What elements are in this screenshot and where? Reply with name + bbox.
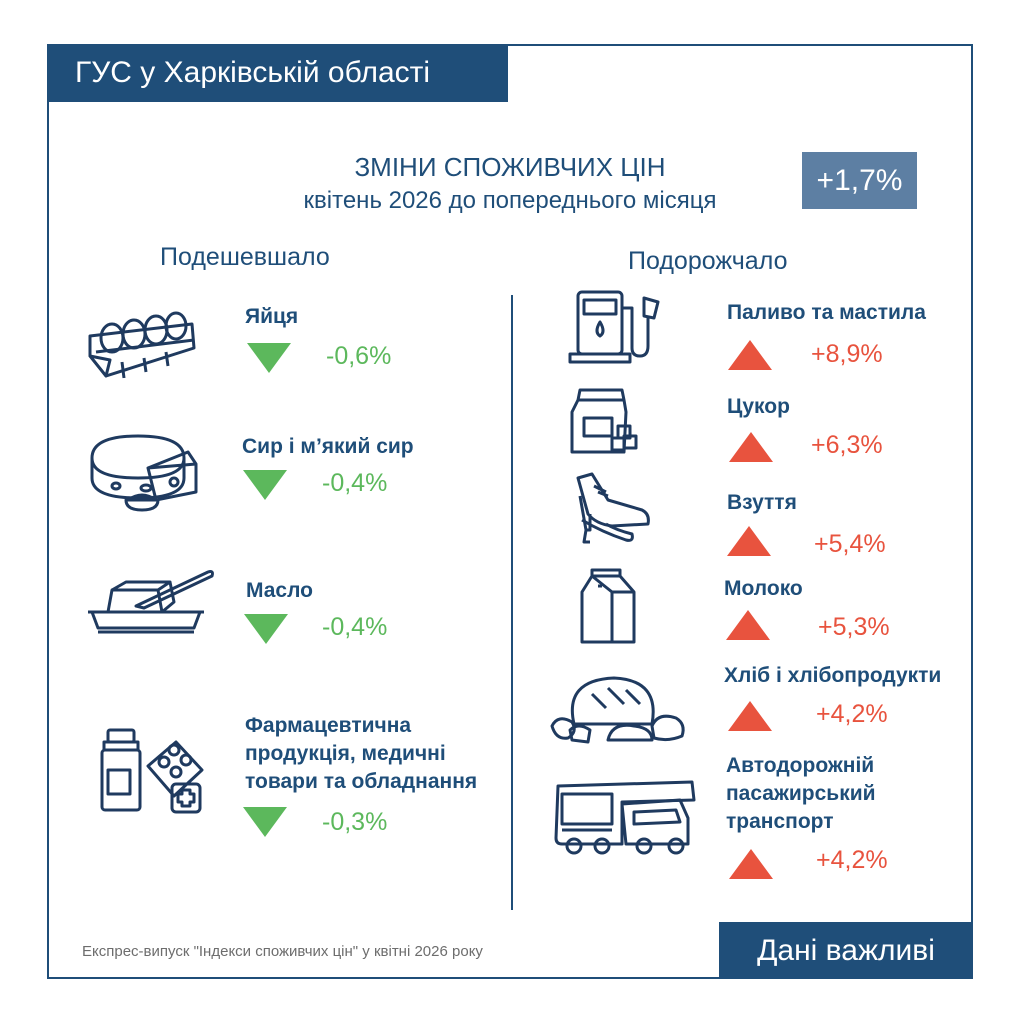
item-label-cheese: Сир і м’який сир bbox=[242, 435, 414, 458]
item-label-pharmacy: Фармацевтична продукція, медичні товари … bbox=[245, 712, 477, 796]
butter-icon bbox=[88, 570, 214, 634]
increase-arrow-icon bbox=[728, 340, 772, 370]
cheaper-heading: Подешевшало bbox=[160, 243, 330, 271]
eggs-icon bbox=[88, 311, 196, 379]
item-label-line: продукція, медичні bbox=[245, 742, 446, 765]
header-org-tag: ГУС у Харківській області bbox=[47, 44, 508, 102]
footer-tag: Дані важливі bbox=[719, 922, 973, 979]
item-label-line: пасажирський bbox=[726, 782, 876, 805]
item-label-bread: Хліб і хлібопродукти bbox=[724, 664, 942, 687]
item-value-bus: +4,2% bbox=[816, 846, 888, 874]
item-label-shoes: Взуття bbox=[727, 491, 797, 514]
increase-arrow-icon bbox=[726, 610, 770, 640]
page-subtitle: квітень 2026 до попереднього місяця bbox=[303, 187, 717, 214]
milk-carton-icon bbox=[580, 568, 636, 644]
infographic-frame bbox=[47, 44, 973, 979]
item-label-fuel: Паливо та мастила bbox=[727, 301, 926, 324]
item-label-line: транспорт bbox=[726, 810, 834, 833]
page-title: ЗМІНИ СПОЖИВЧИХ ЦІН bbox=[354, 152, 666, 182]
item-value-sugar: +6,3% bbox=[811, 431, 883, 459]
decrease-arrow-icon bbox=[243, 470, 287, 500]
column-divider bbox=[511, 295, 513, 910]
cheese-icon bbox=[90, 434, 198, 512]
increase-arrow-icon bbox=[729, 432, 773, 462]
increase-arrow-icon bbox=[727, 526, 771, 556]
item-label-bus: Автодорожній пасажирський транспорт bbox=[726, 752, 876, 836]
title-block: ЗМІНИ СПОЖИВЧИХ ЦІН квітень 2026 до попе… bbox=[200, 150, 820, 218]
bread-icon bbox=[550, 676, 685, 744]
item-label-sugar: Цукор bbox=[727, 395, 790, 418]
item-label-milk: Молоко bbox=[724, 577, 803, 600]
item-label-line: Фармацевтична bbox=[245, 714, 412, 737]
pricier-heading: Подорожчало bbox=[628, 247, 788, 275]
item-value-eggs: -0,6% bbox=[326, 342, 392, 370]
shoes-icon bbox=[576, 472, 650, 544]
decrease-arrow-icon bbox=[244, 614, 288, 644]
item-value-butter: -0,4% bbox=[322, 613, 388, 641]
item-label-line: товари та обладнання bbox=[245, 770, 478, 793]
total-change-badge: +1,7% bbox=[802, 152, 917, 209]
item-label-eggs: Яйця bbox=[245, 305, 299, 328]
item-label-butter: Масло bbox=[246, 579, 313, 602]
increase-arrow-icon bbox=[729, 849, 773, 879]
footer-source-note: Експрес-випуск "Індекси споживчих цін" у… bbox=[82, 943, 483, 960]
sugar-bag-icon bbox=[570, 388, 638, 454]
item-label-line: Автодорожній bbox=[726, 754, 875, 777]
item-value-fuel: +8,9% bbox=[811, 340, 883, 368]
pharmacy-icon bbox=[100, 728, 204, 814]
decrease-arrow-icon bbox=[243, 807, 287, 837]
item-value-milk: +5,3% bbox=[818, 613, 890, 641]
item-value-shoes: +5,4% bbox=[814, 530, 886, 558]
item-value-pharmacy: -0,3% bbox=[322, 808, 388, 836]
item-value-bread: +4,2% bbox=[816, 700, 888, 728]
decrease-arrow-icon bbox=[247, 343, 291, 373]
bus-icon bbox=[554, 780, 696, 855]
fuel-pump-icon bbox=[568, 290, 660, 364]
increase-arrow-icon bbox=[728, 701, 772, 731]
item-value-cheese: -0,4% bbox=[322, 469, 388, 497]
